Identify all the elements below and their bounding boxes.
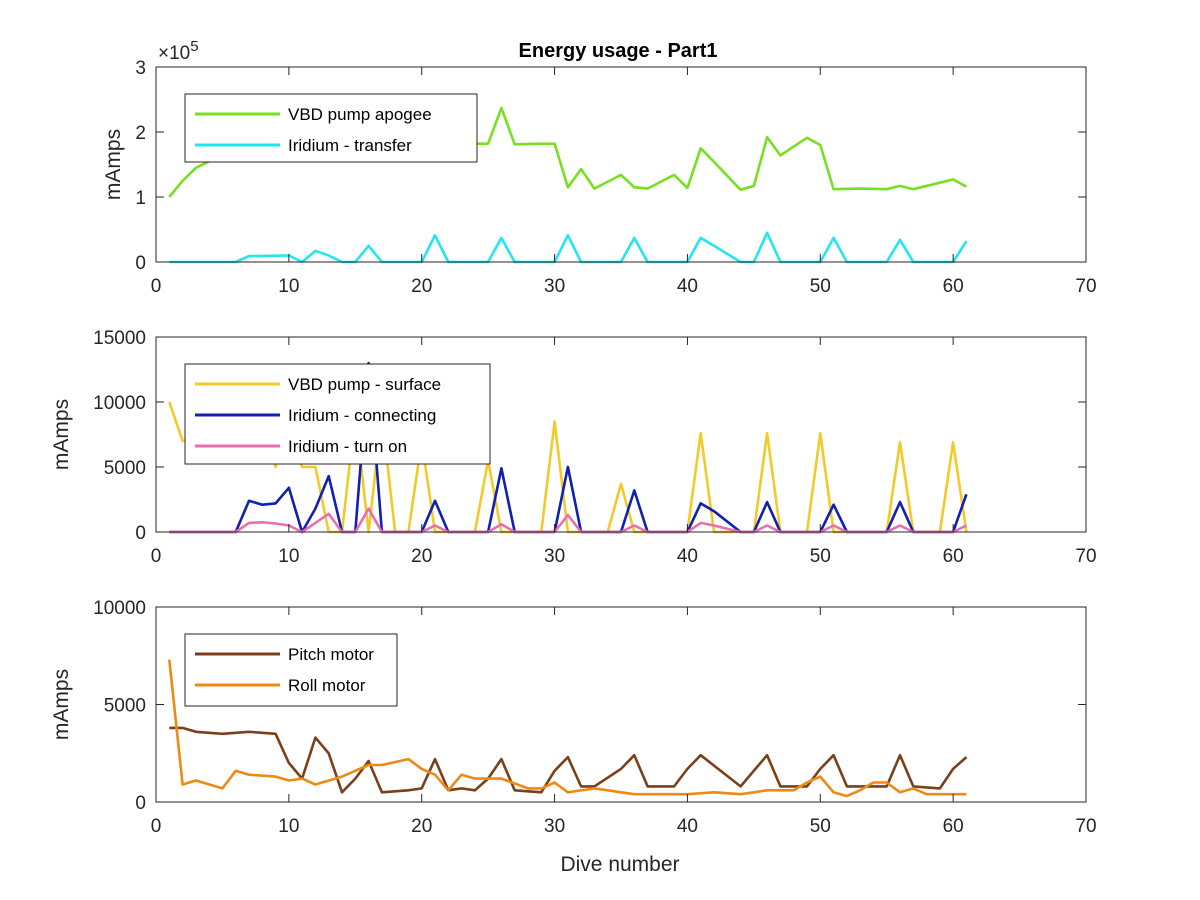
x-tick-label: 30	[544, 276, 565, 297]
legend-box	[184, 633, 398, 707]
legend-label: Iridium - transfer	[288, 136, 412, 155]
subplot-2: 0 10 20 30 40 50 60 70 0 5000 10000 15000 mAmps VBD p…	[50, 328, 1097, 567]
x-tick-label: 40	[677, 546, 698, 567]
x-tick-label: 70	[1075, 816, 1096, 837]
y-tick-label: 5000	[104, 696, 146, 717]
subplot-3: 0 10 20 30 40 50 60 70 0 5000 10000 mAmps Pitch moto…	[50, 598, 1097, 837]
x-tick-label: 60	[943, 276, 964, 297]
y-tick-label: 1	[135, 188, 146, 209]
x-tick-label: 10	[278, 276, 299, 297]
x-tick-label: 40	[677, 276, 698, 297]
x-tick-label: 20	[411, 816, 432, 837]
y-tick-label: 0	[135, 253, 146, 274]
x-tick-label: 50	[810, 816, 831, 837]
y-axis-label: mAmps	[102, 129, 125, 200]
y-tick-label: 15000	[93, 328, 146, 349]
series-line-2	[169, 361, 968, 534]
legend-box	[184, 93, 478, 163]
legend-label: VBD pump - surface	[288, 375, 441, 394]
legend-label: Roll motor	[288, 676, 366, 695]
series-line-3	[169, 507, 967, 534]
y-axis-label: mAmps	[50, 669, 73, 740]
x-tick-label: 0	[151, 276, 162, 297]
y-tick-label: 2	[135, 123, 146, 144]
legend: VBD pump apogee Iridium - transfer	[184, 93, 478, 163]
y-tick-label: 5000	[104, 458, 146, 479]
x-tick-label: 60	[943, 816, 964, 837]
x-tick-label: 60	[943, 546, 964, 567]
legend-label: Pitch motor	[288, 645, 374, 664]
x-tick-label: 70	[1075, 546, 1096, 567]
legend-label: Iridium - turn on	[288, 437, 407, 456]
legend-label: VBD pump apogee	[288, 105, 432, 124]
series-line-1	[169, 726, 968, 794]
x-tick-label: 40	[677, 816, 698, 837]
legend-label: Iridium - connecting	[288, 406, 436, 425]
x-axis-label: Dive number	[560, 853, 679, 876]
x-tick-label: 50	[810, 546, 831, 567]
y-exponent-power: 5	[190, 38, 198, 55]
y-tick-label: 10000	[93, 393, 146, 414]
x-tick-label: 30	[544, 546, 565, 567]
x-tick-label: 50	[810, 276, 831, 297]
legend: Pitch motor Roll motor	[184, 633, 398, 707]
x-tick-label: 20	[411, 546, 432, 567]
x-tick-label: 20	[411, 276, 432, 297]
x-tick-label: 30	[544, 816, 565, 837]
x-tick-label: 0	[151, 546, 162, 567]
legend: VBD pump - surface Iridium - connecting Ir…	[184, 363, 491, 465]
axes-frame	[155, 336, 1087, 533]
y-tick-label: 3	[135, 58, 146, 79]
x-tick-label: 0	[151, 816, 162, 837]
y-tick-label: 0	[135, 523, 146, 544]
x-tick-label: 10	[278, 546, 299, 567]
figure-title: Energy usage - Part1	[519, 40, 718, 62]
y-tick-label: 10000	[93, 598, 146, 619]
x-tick-label: 10	[278, 816, 299, 837]
series-line-2	[169, 231, 968, 264]
y-tick-label: 0	[135, 793, 146, 814]
axes-frame	[155, 66, 1087, 263]
series-line-2	[168, 659, 967, 798]
y-axis-label: mAmps	[50, 399, 73, 470]
x-tick-label: 70	[1075, 276, 1096, 297]
